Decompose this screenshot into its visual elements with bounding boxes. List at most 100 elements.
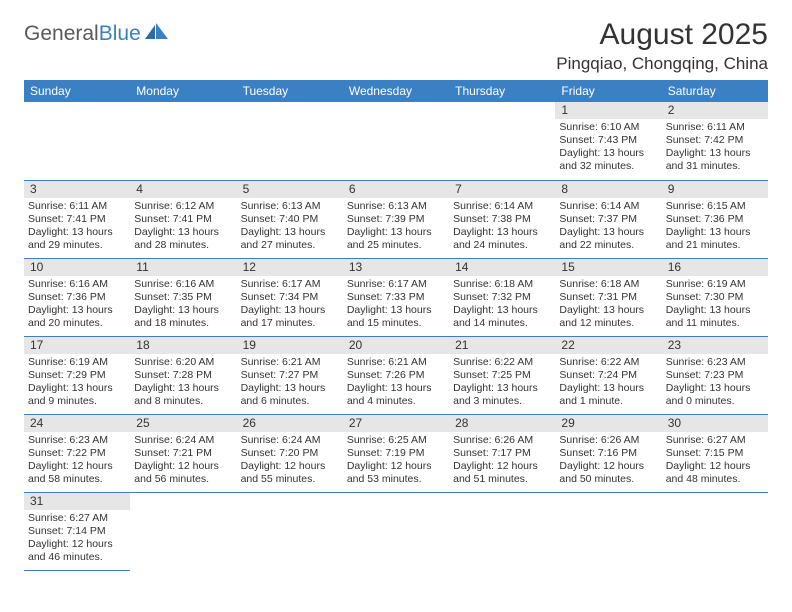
calendar-day: 13Sunrise: 6:17 AMSunset: 7:33 PMDayligh…: [343, 258, 449, 336]
daylight-line: Daylight: 13 hours and 29 minutes.: [28, 226, 126, 252]
day-number: 28: [449, 415, 555, 432]
weekday-header: Friday: [555, 80, 661, 102]
day-number: 29: [555, 415, 661, 432]
daylight-line: Daylight: 13 hours and 6 minutes.: [241, 382, 339, 408]
calendar-day: 25Sunrise: 6:24 AMSunset: 7:21 PMDayligh…: [130, 414, 236, 492]
sunset-line: Sunset: 7:30 PM: [666, 291, 764, 304]
day-number: 18: [130, 337, 236, 354]
sunrise-line: Sunrise: 6:22 AM: [559, 356, 657, 369]
daylight-line: Daylight: 13 hours and 31 minutes.: [666, 147, 764, 173]
day-body: Sunrise: 6:11 AMSunset: 7:41 PMDaylight:…: [24, 198, 130, 257]
sunrise-line: Sunrise: 6:18 AM: [453, 278, 551, 291]
sunrise-line: Sunrise: 6:27 AM: [28, 512, 126, 525]
daylight-line: Daylight: 13 hours and 28 minutes.: [134, 226, 232, 252]
sunset-line: Sunset: 7:33 PM: [347, 291, 445, 304]
day-number: 17: [24, 337, 130, 354]
day-body: Sunrise: 6:24 AMSunset: 7:21 PMDaylight:…: [130, 432, 236, 491]
daylight-line: Daylight: 13 hours and 21 minutes.: [666, 226, 764, 252]
sunrise-line: Sunrise: 6:11 AM: [666, 121, 764, 134]
sunrise-line: Sunrise: 6:23 AM: [28, 434, 126, 447]
day-number: 22: [555, 337, 661, 354]
sunset-line: Sunset: 7:27 PM: [241, 369, 339, 382]
calendar-day: 14 Sunrise: 6:18 AMSunset: 7:32 PMDayligh…: [449, 258, 555, 336]
calendar-body: 1Sunrise: 6:10 AMSunset: 7:43 PMDaylight…: [24, 102, 768, 570]
day-number: 16: [662, 259, 768, 276]
day-body: Sunrise: 6:21 AMSunset: 7:26 PMDaylight:…: [343, 354, 449, 413]
sunrise-line: Sunrise: 6:17 AM: [241, 278, 339, 291]
sunset-line: Sunset: 7:14 PM: [28, 525, 126, 538]
calendar-day: 31Sunrise: 6:27 AMSunset: 7:14 PMDayligh…: [24, 492, 130, 570]
sunrise-line: Sunrise: 6:16 AM: [134, 278, 232, 291]
sunrise-line: Sunrise: 6:24 AM: [134, 434, 232, 447]
calendar-day: 29Sunrise: 6:26 AMSunset: 7:16 PMDayligh…: [555, 414, 661, 492]
day-number: 13: [343, 259, 449, 276]
daylight-line: Daylight: 12 hours and 48 minutes.: [666, 460, 764, 486]
day-number: 20: [343, 337, 449, 354]
calendar-empty-cell: [662, 492, 768, 570]
calendar-day: 26Sunrise: 6:24 AMSunset: 7:20 PMDayligh…: [237, 414, 343, 492]
calendar-day: 18Sunrise: 6:20 AMSunset: 7:28 PMDayligh…: [130, 336, 236, 414]
day-number: 9: [662, 181, 768, 198]
sunrise-line: Sunrise: 6:14 AM: [559, 200, 657, 213]
day-number: 2: [662, 102, 768, 119]
calendar-page: General Blue August 2025 Pingqiao, Chong…: [0, 0, 792, 612]
calendar-day: 17 Sunrise: 6:19 AMSunset: 7:29 PMDayligh…: [24, 336, 130, 414]
sunset-line: Sunset: 7:29 PM: [28, 369, 126, 382]
sunset-line: Sunset: 7:41 PM: [28, 213, 126, 226]
day-number: 21: [449, 337, 555, 354]
calendar-day: 15Sunrise: 6:18 AMSunset: 7:31 PMDayligh…: [555, 258, 661, 336]
sunset-line: Sunset: 7:23 PM: [666, 369, 764, 382]
sunrise-line: Sunrise: 6:23 AM: [666, 356, 764, 369]
daylight-line: Daylight: 13 hours and 11 minutes.: [666, 304, 764, 330]
day-number: 10: [24, 259, 130, 276]
day-body: Sunrise: 6:26 AMSunset: 7:16 PMDaylight:…: [555, 432, 661, 491]
calendar-empty-cell: [449, 102, 555, 180]
calendar-day: 21Sunrise: 6:22 AMSunset: 7:25 PMDayligh…: [449, 336, 555, 414]
daylight-line: Daylight: 13 hours and 17 minutes.: [241, 304, 339, 330]
sunset-line: Sunset: 7:38 PM: [453, 213, 551, 226]
day-number: 31: [24, 493, 130, 510]
sunset-line: Sunset: 7:32 PM: [453, 291, 551, 304]
day-number: 19: [237, 337, 343, 354]
day-number: 11: [130, 259, 236, 276]
daylight-line: Daylight: 12 hours and 55 minutes.: [241, 460, 339, 486]
day-number: 5: [237, 181, 343, 198]
sunrise-line: Sunrise: 6:19 AM: [28, 356, 126, 369]
sunrise-line: Sunrise: 6:18 AM: [559, 278, 657, 291]
daylight-line: Daylight: 13 hours and 27 minutes.: [241, 226, 339, 252]
weekday-header: Wednesday: [343, 80, 449, 102]
calendar-empty-cell: [343, 492, 449, 570]
day-number: 3: [24, 181, 130, 198]
day-number: 26: [237, 415, 343, 432]
daylight-line: Daylight: 13 hours and 25 minutes.: [347, 226, 445, 252]
sunrise-line: Sunrise: 6:16 AM: [28, 278, 126, 291]
weekday-header: Sunday: [24, 80, 130, 102]
day-body: Sunrise: 6:12 AMSunset: 7:41 PMDaylight:…: [130, 198, 236, 257]
daylight-line: Daylight: 13 hours and 14 minutes.: [453, 304, 551, 330]
sunrise-line: Sunrise: 6:14 AM: [453, 200, 551, 213]
day-number: 14: [449, 259, 555, 276]
day-body: Sunrise: 6:11 AMSunset: 7:42 PMDaylight:…: [662, 119, 768, 178]
day-number: 15: [555, 259, 661, 276]
daylight-line: Daylight: 13 hours and 12 minutes.: [559, 304, 657, 330]
day-body: Sunrise: 6:26 AMSunset: 7:17 PMDaylight:…: [449, 432, 555, 491]
sunset-line: Sunset: 7:20 PM: [241, 447, 339, 460]
calendar-empty-cell: [130, 492, 236, 570]
calendar-empty-cell: [237, 102, 343, 180]
daylight-line: Daylight: 13 hours and 9 minutes.: [28, 382, 126, 408]
day-body: Sunrise: 6:22 AMSunset: 7:24 PMDaylight:…: [555, 354, 661, 413]
day-number: 24: [24, 415, 130, 432]
calendar-day: 28Sunrise: 6:26 AMSunset: 7:17 PMDayligh…: [449, 414, 555, 492]
sunset-line: Sunset: 7:24 PM: [559, 369, 657, 382]
calendar-row: 31Sunrise: 6:27 AMSunset: 7:14 PMDayligh…: [24, 492, 768, 570]
sunset-line: Sunset: 7:35 PM: [134, 291, 232, 304]
day-body: Sunrise: 6:23 AMSunset: 7:22 PMDaylight:…: [24, 432, 130, 491]
day-number: 27: [343, 415, 449, 432]
calendar-empty-cell: [555, 492, 661, 570]
sunrise-line: Sunrise: 6:11 AM: [28, 200, 126, 213]
daylight-line: Daylight: 12 hours and 51 minutes.: [453, 460, 551, 486]
calendar-day: 3Sunrise: 6:11 AMSunset: 7:41 PMDaylight…: [24, 180, 130, 258]
sunrise-line: Sunrise: 6:20 AM: [134, 356, 232, 369]
calendar-empty-cell: [343, 102, 449, 180]
sunrise-line: Sunrise: 6:10 AM: [559, 121, 657, 134]
